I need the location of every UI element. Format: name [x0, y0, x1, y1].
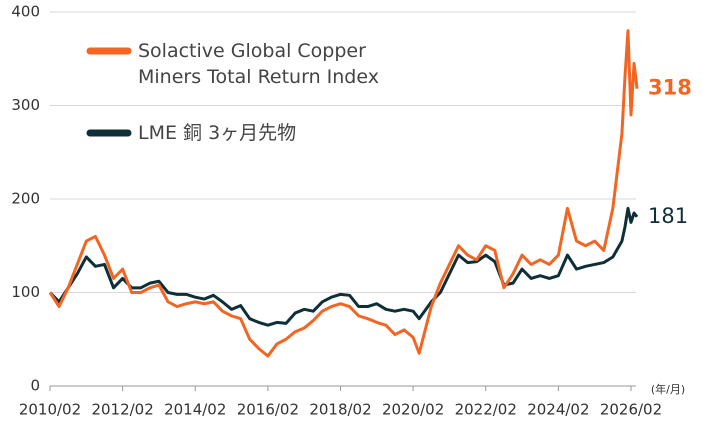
x-tick-label: 2010/02 [19, 401, 81, 419]
x-tick-label: 2018/02 [309, 401, 371, 419]
y-tick-label: 400 [11, 3, 40, 21]
y-tick-label: 200 [11, 190, 40, 208]
line-series [48, 206, 639, 327]
x-tick-label: 2014/02 [164, 401, 226, 419]
x-tick-label: 2024/02 [527, 401, 589, 419]
x-tick-label: 2016/02 [237, 401, 299, 419]
legend-label: LME 銅 3ヶ月先物 [138, 122, 297, 144]
y-tick-label: 0 [30, 377, 40, 395]
y-tick-label: 100 [11, 283, 40, 301]
x-tick-label: 2012/02 [91, 401, 153, 419]
x-tick-label: 2026/02 [600, 401, 662, 419]
x-tick-label: 2020/02 [382, 401, 444, 419]
line-series [48, 29, 639, 358]
y-tick-label: 300 [11, 96, 40, 114]
x-tick-label: 2022/02 [455, 401, 517, 419]
end-label: 181 [648, 204, 688, 228]
end-label: 318 [648, 76, 692, 100]
x-axis-label: (年/月) [651, 382, 685, 396]
legend-label: Solactive Global Copper Miners Total Ret… [138, 40, 379, 88]
